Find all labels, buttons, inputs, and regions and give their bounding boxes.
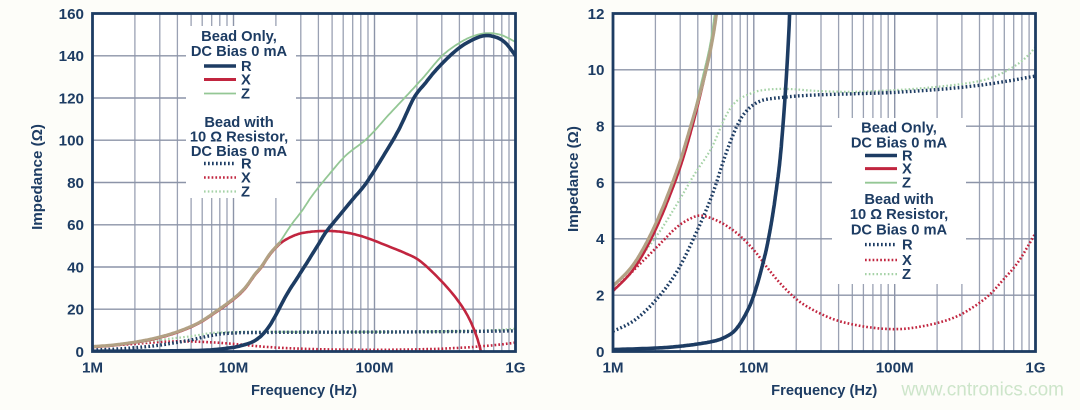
svg-text:1G: 1G <box>1025 360 1045 377</box>
svg-text:Bead Only,: Bead Only, <box>861 121 937 137</box>
svg-text:1M: 1M <box>82 360 103 377</box>
svg-text:R: R <box>902 148 913 164</box>
svg-text:Bead with: Bead with <box>204 115 273 131</box>
svg-text:4: 4 <box>596 231 605 248</box>
svg-text:Bead Only,: Bead Only, <box>201 29 277 45</box>
svg-text:1G: 1G <box>505 360 525 377</box>
svg-text:1M: 1M <box>602 360 623 377</box>
svg-text:R: R <box>241 156 252 172</box>
svg-text:X: X <box>241 72 251 88</box>
svg-text:20: 20 <box>67 302 84 319</box>
svg-text:DC Bias 0 mA: DC Bias 0 mA <box>191 44 288 60</box>
svg-text:R: R <box>241 59 252 75</box>
svg-text:100: 100 <box>59 133 84 150</box>
svg-text:www.cntronics.com: www.cntronics.com <box>900 380 1064 401</box>
svg-text:10 Ω Resistor,: 10 Ω Resistor, <box>850 207 948 223</box>
svg-text:160: 160 <box>59 6 84 23</box>
svg-text:0: 0 <box>76 344 84 361</box>
svg-text:120: 120 <box>59 90 84 107</box>
svg-text:DC Bias 0 mA: DC Bias 0 mA <box>191 144 288 160</box>
svg-text:12: 12 <box>588 6 605 23</box>
svg-text:0: 0 <box>596 344 604 361</box>
svg-text:Z: Z <box>241 86 250 102</box>
svg-text:DC Bias 0 mA: DC Bias 0 mA <box>851 136 948 152</box>
svg-text:X: X <box>241 170 251 186</box>
svg-text:Impedance (Ω): Impedance (Ω) <box>565 126 582 232</box>
svg-text:10M: 10M <box>219 360 249 377</box>
svg-text:Z: Z <box>241 184 250 200</box>
svg-text:10: 10 <box>588 62 605 79</box>
svg-text:X: X <box>902 253 912 269</box>
svg-text:10M: 10M <box>739 360 769 377</box>
svg-text:X: X <box>902 162 912 178</box>
svg-text:Z: Z <box>902 176 911 192</box>
svg-text:100M: 100M <box>356 360 394 377</box>
svg-text:8: 8 <box>596 119 604 136</box>
svg-text:Impedance (Ω): Impedance (Ω) <box>29 124 46 230</box>
svg-text:Frequency (Hz): Frequency (Hz) <box>251 383 357 399</box>
svg-text:10 Ω Resistor,: 10 Ω Resistor, <box>190 129 288 145</box>
svg-text:Frequency (Hz): Frequency (Hz) <box>771 383 877 399</box>
svg-text:2: 2 <box>596 288 604 305</box>
svg-text:60: 60 <box>67 217 84 234</box>
svg-text:100M: 100M <box>876 360 914 377</box>
svg-text:Bead with: Bead with <box>864 192 933 208</box>
svg-text:6: 6 <box>596 175 604 192</box>
svg-text:DC Bias 0 mA: DC Bias 0 mA <box>851 222 948 238</box>
svg-text:R: R <box>902 238 913 254</box>
svg-text:Z: Z <box>902 267 911 283</box>
svg-text:140: 140 <box>59 48 84 65</box>
svg-text:80: 80 <box>67 175 84 192</box>
svg-text:40: 40 <box>67 259 84 276</box>
